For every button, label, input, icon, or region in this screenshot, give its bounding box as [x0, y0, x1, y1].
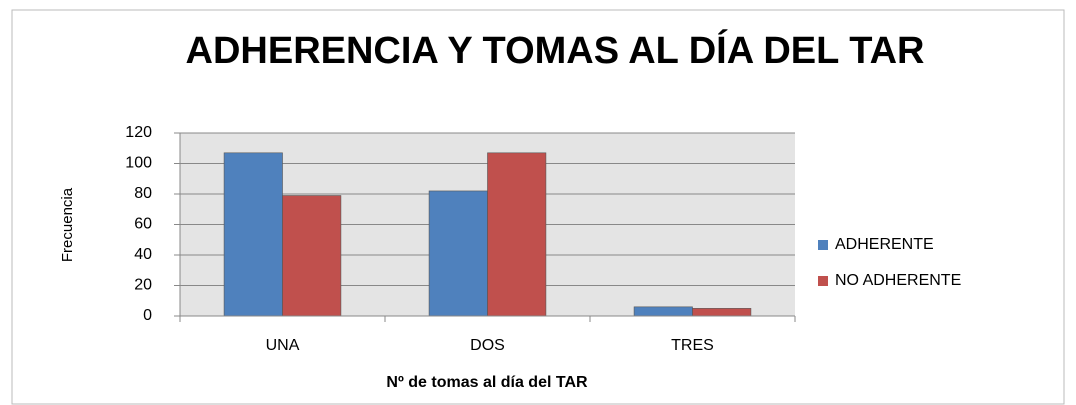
y-tick-label: 40: [134, 246, 152, 263]
bar: [428, 190, 488, 317]
y-tick-label: 20: [134, 277, 152, 294]
legend-label: NO ADHERENTE: [835, 272, 961, 289]
legend-swatch: [818, 240, 828, 250]
bar: [692, 308, 752, 317]
y-axis-label: Frecuencia: [59, 187, 76, 262]
x-tick-label: DOS: [470, 337, 505, 354]
legend-label: ADHERENTE: [835, 236, 934, 253]
x-tick-label: UNA: [266, 337, 300, 354]
x-axis-label: Nº de tomas al día del TAR: [386, 374, 588, 391]
bar: [223, 152, 283, 317]
bar: [633, 306, 693, 317]
x-tick-label: TRES: [671, 337, 714, 354]
y-tick-label: 0: [143, 307, 152, 324]
y-tick-label: 80: [134, 185, 152, 202]
legend-swatch: [818, 276, 828, 286]
y-tick-label: 120: [125, 124, 152, 141]
y-tick-label: 100: [125, 155, 152, 172]
bar: [487, 152, 547, 317]
bar: [282, 195, 342, 317]
y-tick-label: 60: [134, 216, 152, 233]
chart-title: ADHERENCIA Y TOMAS AL DÍA DEL TAR: [185, 30, 925, 72]
